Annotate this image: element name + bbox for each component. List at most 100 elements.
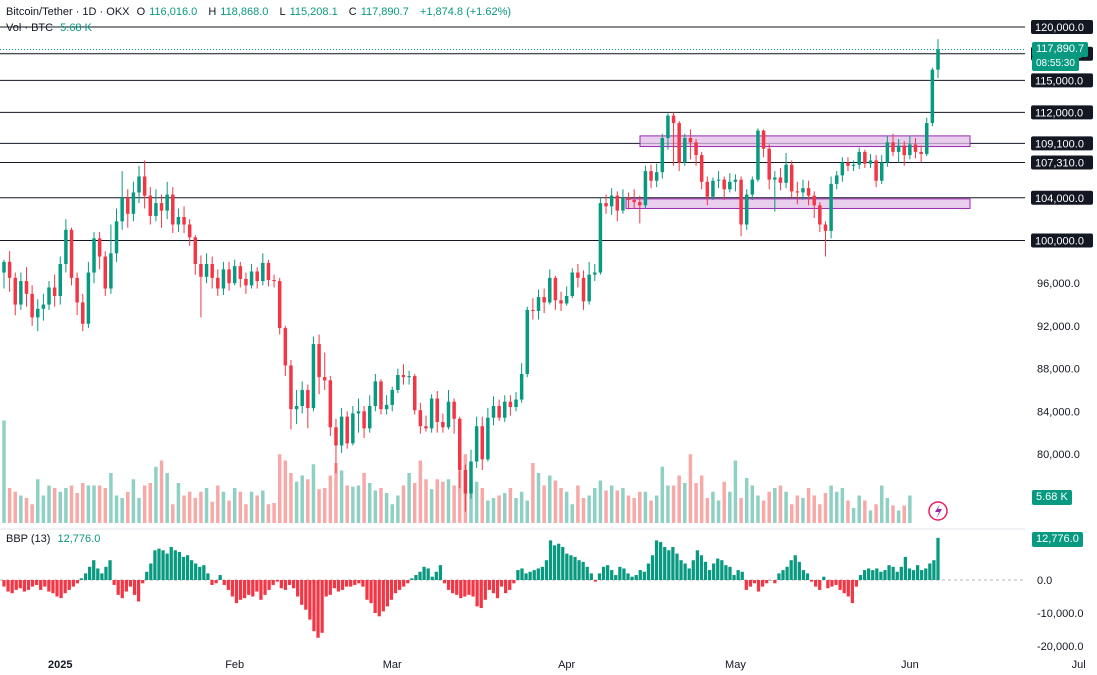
candle-body bbox=[114, 221, 119, 254]
candle bbox=[441, 413, 445, 433]
bbp-bar bbox=[716, 558, 720, 580]
price-axis[interactable]: 120,000.0117,500.0115,000.0112,000.0109,… bbox=[1031, 20, 1093, 461]
volume-bar bbox=[548, 475, 552, 523]
bbp-bar bbox=[667, 550, 671, 580]
candle bbox=[925, 117, 929, 157]
bbp-bar bbox=[756, 580, 761, 592]
bbp-bar bbox=[585, 566, 589, 580]
volume-bar bbox=[705, 498, 710, 523]
volume-bar bbox=[41, 495, 46, 523]
bbp-bar bbox=[389, 580, 394, 600]
volume-bar bbox=[137, 498, 141, 523]
candle bbox=[474, 416, 479, 468]
bbp-bar bbox=[532, 570, 536, 580]
bbp-bar bbox=[328, 580, 332, 595]
bbp-bar bbox=[67, 580, 71, 590]
volume-bar bbox=[317, 489, 321, 523]
candle-body bbox=[739, 179, 743, 225]
candle-body bbox=[255, 271, 259, 282]
volume-bar bbox=[452, 485, 456, 523]
bbp-bar bbox=[149, 563, 153, 580]
candle bbox=[277, 277, 282, 335]
bbp-bar bbox=[614, 575, 618, 580]
bbp-bar bbox=[39, 580, 43, 590]
volume-bar bbox=[401, 485, 406, 523]
volume-bar bbox=[486, 500, 490, 523]
bbp-bar bbox=[646, 563, 651, 580]
flash-icon[interactable] bbox=[928, 501, 948, 521]
candle bbox=[519, 363, 524, 403]
candle bbox=[497, 399, 501, 421]
volume-bar bbox=[784, 491, 788, 523]
bbp-bar bbox=[381, 580, 385, 612]
bbp-bar bbox=[369, 580, 373, 604]
candle-body bbox=[446, 401, 451, 428]
bbp-label[interactable]: BBP (13) bbox=[6, 533, 51, 545]
bbp-bar bbox=[206, 573, 210, 580]
bbp-bar bbox=[189, 560, 194, 580]
candle bbox=[182, 206, 186, 234]
bbp-bar bbox=[936, 537, 940, 580]
candle bbox=[840, 157, 845, 182]
candle-body bbox=[210, 263, 214, 278]
candle bbox=[891, 133, 895, 157]
bbp-bar bbox=[871, 570, 875, 580]
candle bbox=[806, 180, 811, 206]
level-tag-bg bbox=[1031, 233, 1093, 248]
candle bbox=[272, 274, 276, 288]
candle-body bbox=[120, 197, 124, 222]
bbp-bar bbox=[748, 580, 753, 587]
bbp-bar bbox=[920, 570, 924, 580]
bbp-bar bbox=[173, 550, 177, 580]
bbp-bar bbox=[316, 580, 320, 638]
candle bbox=[694, 139, 698, 166]
candle bbox=[919, 145, 923, 163]
volume-label[interactable]: Vol · BTC bbox=[6, 22, 54, 34]
bbp-bar bbox=[524, 573, 528, 580]
volume-bar bbox=[142, 485, 147, 523]
candle-body bbox=[384, 404, 389, 410]
volume-bar bbox=[801, 498, 805, 523]
candle-body bbox=[182, 217, 186, 225]
volume-bar bbox=[367, 483, 372, 523]
bbp-bar bbox=[271, 580, 275, 585]
candle-body bbox=[823, 224, 828, 231]
candle bbox=[863, 149, 867, 168]
candle bbox=[379, 379, 383, 415]
volume-tag: 5.68 K bbox=[1032, 490, 1072, 505]
candle bbox=[936, 39, 940, 79]
candle bbox=[339, 408, 344, 453]
candle bbox=[548, 269, 552, 305]
volume-bar bbox=[525, 500, 530, 523]
bbp-bar bbox=[365, 580, 369, 600]
bbp-bar bbox=[157, 548, 161, 580]
candle bbox=[311, 336, 316, 412]
volume-bar bbox=[396, 495, 400, 523]
volume-bar bbox=[739, 498, 743, 523]
bbp-bar bbox=[895, 571, 899, 580]
candle bbox=[525, 306, 530, 378]
time-axis[interactable]: 2025 Feb Mar Apr May Jun Jul bbox=[48, 659, 1086, 671]
candle-body bbox=[615, 195, 620, 211]
candle bbox=[559, 291, 563, 311]
candle-body bbox=[283, 328, 288, 366]
volume-bar bbox=[885, 498, 890, 523]
candle bbox=[587, 261, 591, 305]
candle-body bbox=[638, 202, 642, 206]
bbp-bar bbox=[108, 560, 112, 580]
symbol-legend: Bitcoin/Tether · 1D · OKX O 116,016.0 H 11… bbox=[6, 6, 512, 18]
candle bbox=[69, 227, 74, 286]
volume-bar bbox=[446, 479, 451, 523]
candle-body bbox=[756, 130, 760, 180]
symbol-name[interactable]: Bitcoin/Tether · 1D · OKX bbox=[6, 6, 130, 18]
candle bbox=[795, 181, 800, 205]
candle-body bbox=[480, 426, 484, 460]
candle-body bbox=[131, 192, 136, 214]
candle bbox=[52, 274, 57, 307]
bbp-bar bbox=[487, 580, 491, 590]
range-zone bbox=[639, 135, 971, 148]
candle-body bbox=[474, 426, 479, 462]
candle bbox=[801, 179, 805, 200]
bbp-bar bbox=[451, 580, 455, 594]
